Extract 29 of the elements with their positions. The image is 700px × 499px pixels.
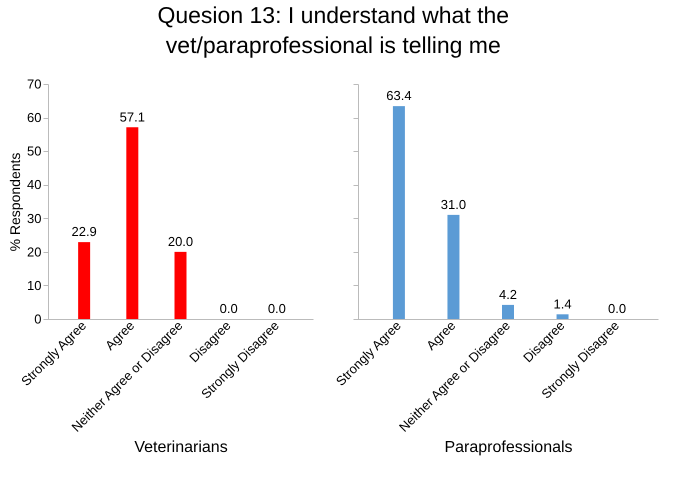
y-tick-label: 0	[34, 312, 42, 326]
y-tick-label: 30	[27, 210, 42, 226]
bar	[447, 214, 460, 319]
y-tick-label: 10	[27, 278, 42, 293]
data-label: 0.0	[608, 301, 626, 316]
bar	[556, 314, 569, 319]
x-axis-title: Veterinarians	[134, 439, 228, 456]
bar	[126, 127, 138, 319]
y-tick-label: 40	[27, 177, 42, 192]
data-label: 20.0	[168, 234, 194, 249]
y-tick-label: 20	[27, 244, 42, 260]
bar	[502, 304, 514, 319]
y-axis-title: % Respondents	[7, 152, 24, 252]
bar	[174, 252, 186, 319]
data-label: 31.0	[440, 196, 466, 212]
data-label: 1.4	[554, 296, 572, 312]
chart-title: Quesion 13: I understand what the vet/paraprofessional is telling me	[157, 2, 510, 58]
data-label: 4.2	[498, 286, 518, 302]
data-label: 0.0	[268, 301, 286, 316]
y-tick-label: 50	[27, 144, 42, 159]
bar	[392, 106, 405, 319]
data-label: 22.9	[71, 224, 97, 240]
data-label: 57.1	[120, 109, 145, 124]
data-label: 63.4	[386, 88, 412, 104]
x-axis-title: Paraprofessionals	[444, 439, 573, 456]
data-label: 0.0	[220, 301, 238, 316]
y-tick-label: 60	[27, 110, 42, 126]
bar	[78, 242, 90, 319]
y-tick-label: 70	[27, 76, 42, 92]
